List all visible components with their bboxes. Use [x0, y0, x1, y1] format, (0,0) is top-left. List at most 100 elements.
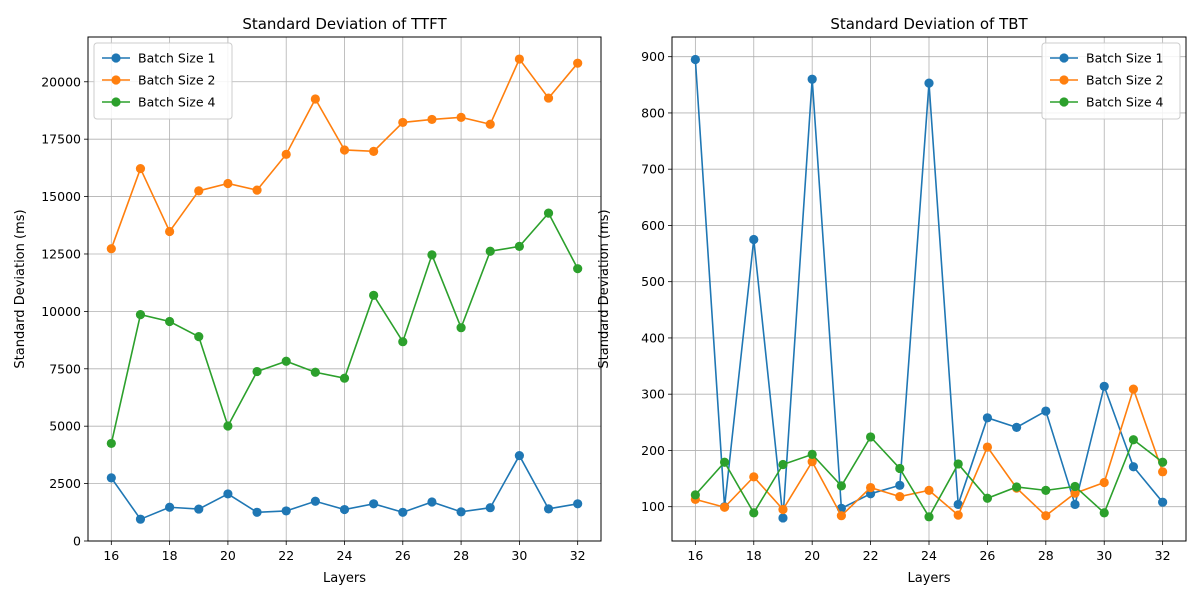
- data-point: [1099, 381, 1109, 391]
- legend-label: Batch Size 4: [138, 95, 216, 110]
- data-point: [719, 502, 730, 512]
- data-point: [252, 366, 262, 377]
- legend-label: Batch Size 4: [1086, 95, 1164, 110]
- data-point: [281, 506, 291, 516]
- legend-swatch-marker: [111, 97, 121, 107]
- data-point: [836, 481, 846, 491]
- legend-label: Batch Size 1: [138, 51, 216, 66]
- data-point: [369, 499, 379, 509]
- y-tick-label: 0: [73, 534, 81, 549]
- x-tick-label: 30: [1096, 548, 1112, 563]
- data-point: [749, 234, 759, 245]
- legend-swatch-marker: [1059, 97, 1069, 107]
- data-point: [339, 504, 350, 515]
- data-point: [865, 482, 876, 493]
- y-tick-label: 100: [641, 499, 665, 514]
- chart-1-legend: Batch Size 1 Batch Size 2 Batch Size 4: [1041, 42, 1181, 120]
- x-tick-label: 16: [103, 548, 119, 563]
- x-tick-label: 18: [746, 548, 762, 563]
- data-point: [514, 54, 524, 64]
- data-point: [310, 496, 320, 506]
- data-point: [252, 507, 262, 517]
- data-point: [573, 264, 583, 274]
- data-point: [924, 512, 934, 522]
- legend-label: Batch Size 2: [1086, 73, 1164, 88]
- data-point: [1041, 406, 1051, 416]
- data-point: [953, 459, 963, 469]
- data-point: [1099, 508, 1109, 518]
- y-tick-label: 12500: [41, 246, 81, 261]
- data-point: [749, 472, 759, 482]
- data-point: [690, 54, 700, 65]
- chart-0-legend: Batch Size 1 Batch Size 2 Batch Size 4: [93, 42, 233, 120]
- data-point: [865, 432, 876, 442]
- data-point: [485, 119, 495, 129]
- x-tick-label: 22: [278, 548, 294, 563]
- x-tick-label: 16: [687, 548, 703, 563]
- data-point: [543, 504, 554, 514]
- data-point: [165, 502, 175, 512]
- data-point: [807, 449, 817, 459]
- data-point: [807, 457, 817, 467]
- x-tick-label: 32: [1155, 548, 1171, 563]
- legend-swatch-marker: [1059, 75, 1069, 85]
- data-point: [690, 490, 700, 500]
- data-point: [398, 507, 408, 517]
- data-point: [1041, 485, 1051, 495]
- legend-swatch-marker: [1059, 53, 1069, 63]
- x-tick-label: 24: [921, 548, 937, 563]
- data-point: [135, 514, 146, 524]
- data-point: [953, 510, 963, 520]
- y-tick-label: 700: [641, 162, 665, 177]
- data-point: [252, 185, 262, 195]
- data-point: [427, 250, 437, 260]
- data-point: [1128, 384, 1139, 394]
- data-point: [573, 499, 583, 509]
- x-tick-label: 26: [979, 548, 995, 563]
- y-tick-label: 200: [641, 443, 665, 458]
- data-point: [194, 332, 204, 342]
- chart-0-x-axis-label: Layers: [323, 571, 366, 586]
- data-point: [369, 146, 379, 156]
- data-point: [1012, 482, 1022, 492]
- y-tick-label: 2500: [49, 476, 81, 491]
- data-point: [514, 241, 524, 252]
- data-point: [456, 323, 466, 333]
- legend-box: [93, 42, 233, 120]
- data-point: [398, 337, 408, 347]
- data-point: [924, 485, 934, 495]
- x-tick-label: 20: [804, 548, 820, 563]
- data-point: [165, 316, 175, 327]
- x-tick-label: 32: [570, 548, 586, 563]
- legend-swatch-marker: [111, 53, 121, 63]
- data-point: [456, 112, 466, 122]
- y-tick-label: 900: [641, 49, 665, 64]
- y-tick-label: 500: [641, 274, 665, 289]
- x-tick-label: 28: [1038, 548, 1054, 563]
- x-tick-label: 22: [863, 548, 879, 563]
- data-point: [427, 497, 437, 507]
- data-point: [719, 457, 730, 467]
- data-point: [106, 244, 116, 254]
- data-point: [339, 373, 350, 383]
- x-tick-label: 24: [337, 548, 353, 563]
- tbt-panel: 16 18 20 22 24 26 28 30 32 100 200 300 400 500 600 700 8…: [597, 15, 1187, 586]
- data-point: [485, 503, 495, 513]
- data-point: [485, 246, 495, 256]
- data-point: [1041, 511, 1051, 521]
- data-point: [427, 114, 437, 125]
- data-point: [778, 513, 788, 523]
- x-tick-label: 30: [511, 548, 527, 563]
- data-point: [778, 459, 788, 470]
- y-tick-label: 20000: [41, 74, 81, 89]
- data-point: [749, 508, 759, 518]
- data-point: [165, 226, 175, 237]
- data-point: [456, 507, 466, 517]
- data-point: [1128, 435, 1139, 445]
- y-tick-label: 10000: [41, 304, 81, 319]
- data-point: [543, 208, 554, 218]
- data-point: [982, 413, 993, 423]
- data-point: [778, 504, 788, 515]
- data-point: [194, 504, 204, 514]
